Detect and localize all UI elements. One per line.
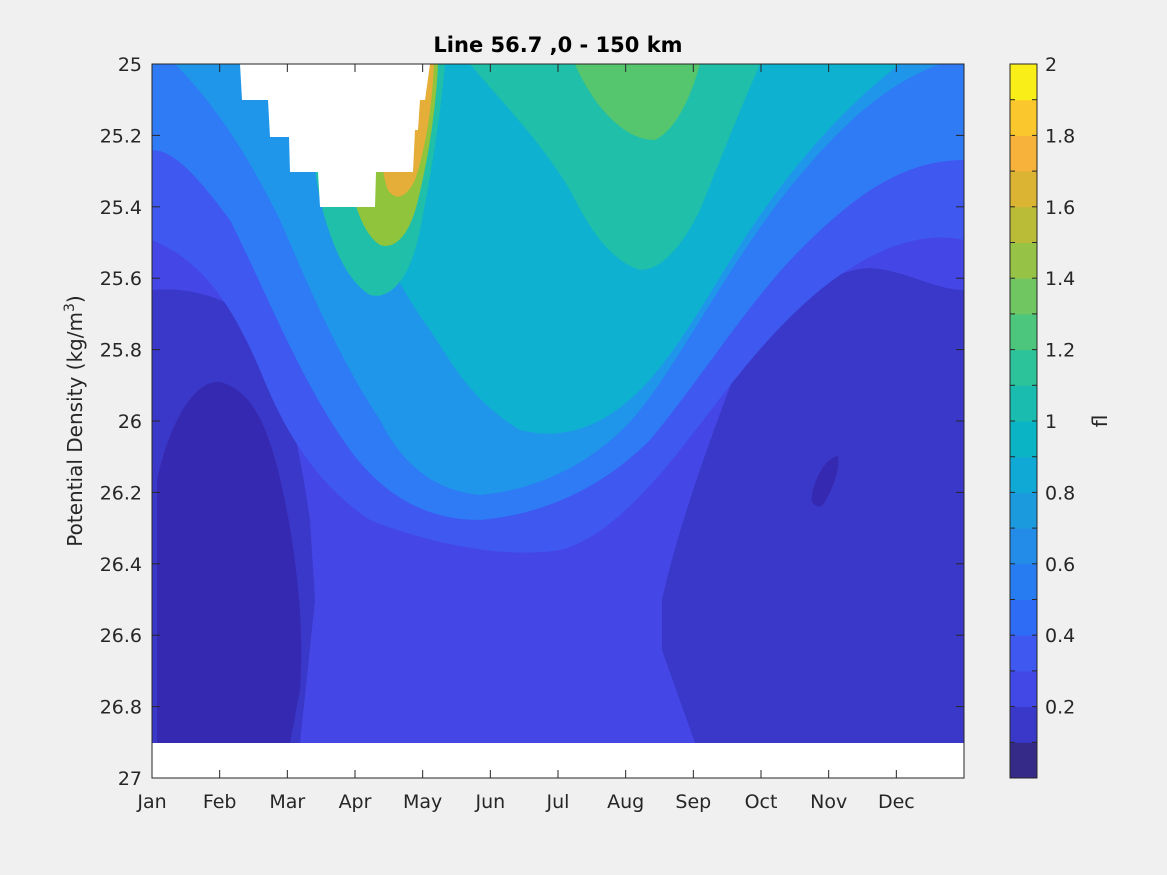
chart-title: Line 56.7 ,0 - 150 km (433, 33, 682, 57)
contour-fill-deep-left-core (157, 381, 302, 743)
colorbar-tick-label: 1.8 (1045, 125, 1075, 147)
colorbar-tick-label: 2 (1045, 54, 1057, 76)
colorbar-swatch (1010, 635, 1037, 672)
colorbar-swatch (1010, 528, 1037, 565)
colorbar-tick-label: 1.4 (1045, 268, 1075, 290)
x-tick-label: Jun (474, 791, 505, 813)
colorbar-swatch (1010, 599, 1037, 636)
x-tick-label: Nov (810, 791, 847, 813)
x-tick-label: Jan (136, 791, 166, 813)
y-tick-label: 26.6 (100, 625, 142, 647)
y-axis-label-text: Potential Density (kg/m (63, 312, 87, 547)
x-tick-label: Mar (269, 791, 305, 813)
colorbar: 0.2 0.4 0.6 0.8 1 1.2 1.4 1.6 1.8 2 (1009, 54, 1075, 779)
x-tick-label: Feb (203, 791, 237, 813)
colorbar-swatch (1010, 349, 1037, 386)
y-axis-label-close: ) (63, 295, 87, 303)
contour-fill-deep-right-spot (811, 456, 839, 507)
colorbar-tick-label: 1.6 (1045, 197, 1075, 219)
missing-data-top (240, 64, 430, 207)
contour-fill-deep-right (662, 268, 964, 743)
colorbar-swatch (1010, 385, 1037, 422)
colorbar-swatch (1010, 456, 1037, 493)
plot-area (152, 64, 964, 778)
y-tick-label: 27 (118, 768, 142, 790)
y-tick-label: 26.8 (100, 697, 142, 719)
y-axis-label: Potential Density (kg/m3) (62, 295, 87, 546)
colorbar-swatch (1010, 242, 1037, 279)
y-tick-label: 25.8 (100, 340, 142, 362)
x-tick-label: Jul (546, 791, 570, 813)
colorbar-swatch (1010, 171, 1037, 208)
x-tick-label: Oct (745, 791, 778, 813)
colorbar-swatch (1010, 706, 1037, 743)
colorbar-swatch (1010, 313, 1037, 351)
x-tick-label: Aug (607, 791, 644, 813)
colorbar-swatch (1010, 492, 1037, 529)
colorbar-label: fl (1088, 415, 1112, 428)
y-tick-label: 25 (118, 54, 142, 76)
y-tick-label: 25.6 (100, 268, 142, 290)
colorbar-tick-label: 1 (1045, 411, 1057, 433)
y-axis-label-sup: 3 (62, 303, 78, 312)
colorbar-swatch (1010, 99, 1037, 136)
colorbar-swatch (1010, 742, 1037, 779)
colorbar-swatch (1010, 206, 1037, 243)
x-tick-label: Sep (675, 791, 711, 813)
contour-fill-band-5 (470, 64, 760, 270)
colorbar-tick-label: 0.2 (1045, 697, 1075, 719)
colorbar-swatch (1010, 563, 1037, 600)
x-tick-label: Apr (339, 791, 372, 813)
colorbar-swatch (1010, 670, 1037, 708)
y-tick-label: 26.2 (100, 482, 142, 504)
y-axis: 25 25.2 25.4 25.6 25.8 26 26.2 26.4 26.6 26.8 27 (100, 54, 964, 790)
colorbar-swatch (1010, 64, 1037, 101)
y-tick-label: 26 (118, 411, 142, 433)
x-tick-label: May (403, 791, 442, 813)
x-axis: Jan Feb Mar Apr May Jun Jul Aug Sep Oct Nov Dec (136, 64, 915, 813)
colorbar-tick-label: 0.4 (1045, 625, 1075, 647)
colorbar-tick-label: 1.2 (1045, 340, 1075, 362)
y-tick-label: 26.4 (100, 554, 142, 576)
colorbar-tick-label: 0.6 (1045, 554, 1075, 576)
y-tick-label: 25.4 (100, 197, 142, 219)
x-tick-label: Dec (878, 791, 915, 813)
colorbar-tick-label: 0.8 (1045, 482, 1075, 504)
contour-fill-summer-max (575, 64, 700, 140)
colorbar-swatch (1010, 421, 1037, 458)
y-tick-label: 25.2 (100, 125, 142, 147)
colorbar-swatch (1010, 278, 1037, 315)
colorbar-swatch (1010, 135, 1037, 172)
